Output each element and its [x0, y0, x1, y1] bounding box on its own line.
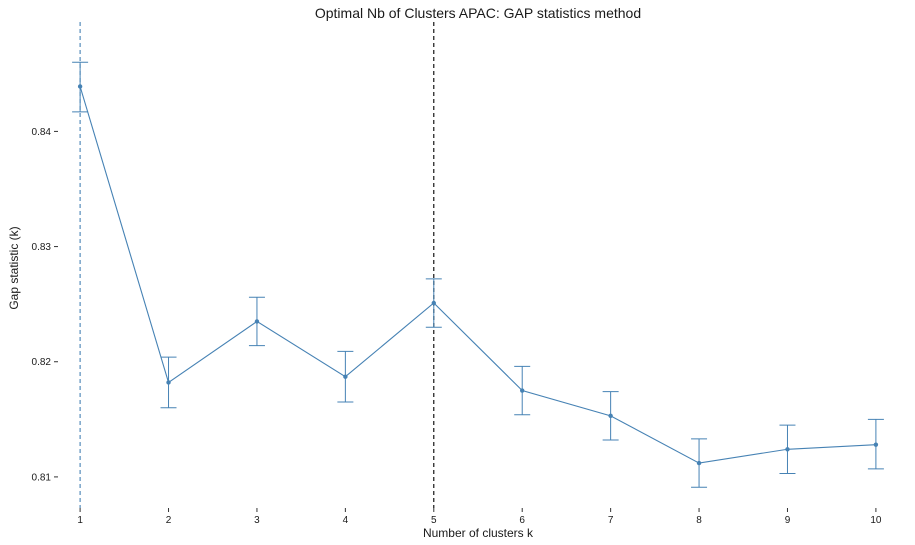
- x-tick-label: 8: [696, 515, 702, 526]
- x-tick-label: 6: [519, 515, 525, 526]
- chart-title: Optimal Nb of Clusters APAC: GAP statist…: [315, 5, 641, 21]
- data-point: [520, 388, 525, 393]
- x-tick-label: 7: [608, 515, 614, 526]
- x-axis-label: Number of clusters k: [423, 526, 534, 540]
- data-point: [608, 413, 613, 419]
- error-bars: [72, 61, 884, 488]
- data-point: [254, 319, 260, 324]
- x-tick-label: 9: [785, 515, 791, 526]
- x-tick-label: 4: [343, 515, 349, 526]
- x-tick-label: 1: [77, 515, 83, 526]
- y-tick-label: 0.82: [32, 357, 52, 368]
- y-axis-label: Gap statistic (k): [7, 226, 21, 309]
- data-point: [696, 460, 702, 466]
- y-tick-label: 0.84: [32, 127, 52, 138]
- data-point: [77, 84, 83, 89]
- data-point: [166, 380, 171, 385]
- x-axis: 1 2 3 4 5 6 7 8 9 10: [77, 508, 882, 526]
- data-point: [873, 442, 879, 447]
- data-point: [343, 374, 348, 379]
- y-tick-label: 0.81: [32, 472, 52, 483]
- x-tick-label: 5: [431, 515, 437, 526]
- series-line: [79, 86, 876, 464]
- x-tick-label: 10: [870, 515, 882, 526]
- data-point: [785, 447, 790, 452]
- y-axis: 0.81 0.82 0.83 0.84: [32, 127, 58, 483]
- x-tick-label: 3: [254, 515, 260, 526]
- data-series: [77, 84, 879, 466]
- y-tick-label: 0.83: [32, 242, 52, 253]
- data-point: [431, 300, 436, 306]
- x-tick-label: 2: [166, 515, 172, 526]
